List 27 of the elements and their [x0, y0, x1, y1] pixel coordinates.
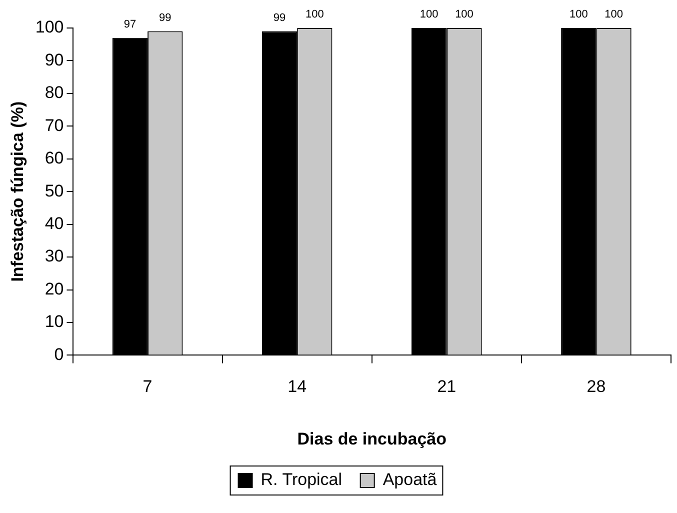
- legend-label: R. Tropical: [260, 470, 342, 490]
- data-label: 100: [455, 8, 474, 21]
- x-tick-label: 21: [437, 377, 456, 396]
- y-tick-label: 0: [54, 344, 64, 364]
- x-axis-title: Dias de incubação: [297, 429, 447, 448]
- y-axis-title: Infestação fúngica (%): [8, 101, 27, 282]
- data-label: 100: [420, 8, 438, 21]
- y-tick-label: 90: [44, 50, 64, 70]
- data-label: 100: [604, 8, 623, 21]
- y-tick-label: 60: [44, 148, 64, 168]
- y-tick-label: 10: [44, 312, 64, 332]
- y-tick-label: 50: [44, 181, 64, 200]
- data-label: 100: [305, 8, 324, 21]
- y-tick-label: 80: [44, 83, 64, 102]
- y-tick-label: 70: [44, 116, 64, 135]
- y-tick-label: 20: [44, 279, 64, 298]
- x-tick-label: 7: [142, 377, 152, 396]
- y-tick-label: 30: [44, 246, 64, 266]
- data-label: 99: [273, 12, 286, 24]
- data-label: 97: [124, 18, 136, 30]
- y-tick-label: 100: [35, 18, 64, 37]
- data-label: 99: [158, 12, 172, 24]
- legend-label: Apoatã: [382, 470, 438, 490]
- x-tick-label: 14: [288, 377, 307, 396]
- data-label: 100: [569, 8, 588, 21]
- x-tick-label: 28: [586, 377, 606, 396]
- y-tick-label: 40: [44, 214, 64, 234]
